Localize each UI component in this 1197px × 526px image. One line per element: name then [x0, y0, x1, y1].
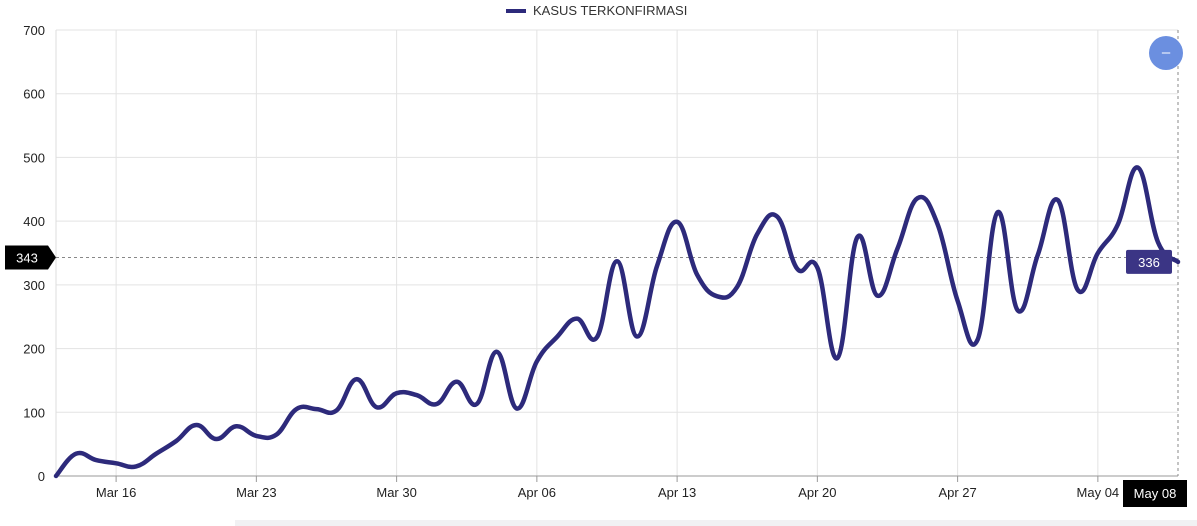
y-tick-label: 100: [23, 405, 45, 420]
tooltip-value: 336: [1138, 255, 1160, 270]
y-tick-label: 500: [23, 150, 45, 165]
crosshair-x-label-text: May 08: [1134, 486, 1177, 501]
legend[interactable]: KASUS TERKONFIRMASI: [506, 3, 687, 18]
x-tick-label: Mar 16: [96, 485, 136, 500]
x-tick-label: Apr 13: [658, 485, 696, 500]
series-line-kasus-terkonfirmasi: [53, 165, 1181, 479]
x-tick-label: Apr 06: [518, 485, 556, 500]
crosshair-y-label-text: 343: [16, 250, 38, 265]
x-tick-label: May 04: [1077, 485, 1120, 500]
crosshair-x-label-bg: [1123, 480, 1187, 507]
x-tick-label: Apr 20: [798, 485, 836, 500]
y-tick-label: 300: [23, 278, 45, 293]
tooltip-bg: [1126, 249, 1172, 274]
vertical-gridlines: [115, 30, 1099, 476]
legend-label: KASUS TERKONFIRMASI: [533, 3, 687, 18]
horizontal-gridlines: [56, 29, 1178, 413]
y-tick-label: 700: [23, 23, 45, 38]
crosshair-x-label: May 08: [1123, 480, 1187, 507]
crosshair-y-label-bg: [5, 245, 56, 270]
x-tick-label: Mar 23: [236, 485, 276, 500]
x-axis-ticks: Mar 16 Mar 23 Mar 30 Apr 06 Apr 13 Apr 20 Apr …: [96, 476, 1119, 500]
zoom-out-circle[interactable]: [1149, 36, 1183, 70]
bottom-strip: [235, 520, 1197, 526]
crosshair-y-label: 343: [5, 245, 56, 270]
y-tick-label: 0: [38, 469, 45, 484]
y-tick-label: 600: [23, 87, 45, 102]
y-tick-label: 200: [23, 342, 45, 357]
x-tick-label: Apr 27: [938, 485, 976, 500]
zoom-out-button[interactable]: –: [1149, 36, 1183, 70]
tooltip: 336: [1126, 249, 1172, 274]
y-tick-label: 400: [23, 214, 45, 229]
x-tick-label: Mar 30: [376, 485, 416, 500]
y-axis-ticks: 0 100 200 300 400 500 600 700: [23, 23, 45, 484]
zoom-out-label: –: [1162, 44, 1171, 61]
